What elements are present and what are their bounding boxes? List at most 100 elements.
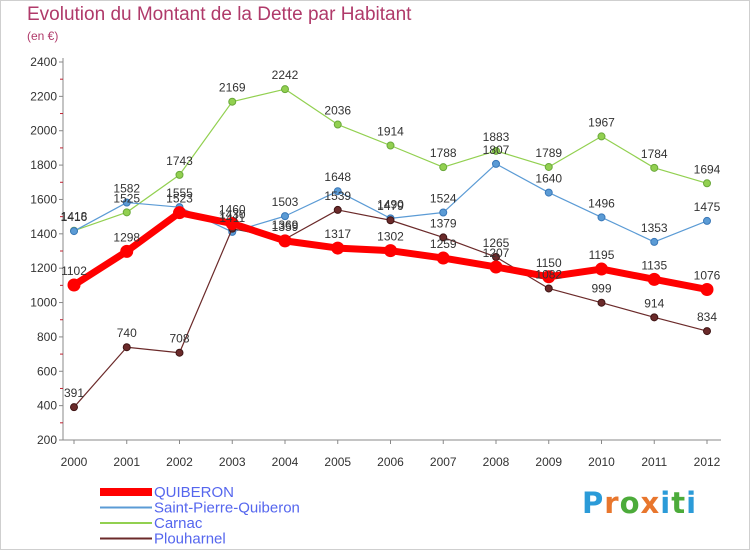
data-point-plouharnel [544,284,553,293]
x-tick-label: 2000 [61,455,88,469]
data-point-saint-pierre-quiberon [439,208,448,217]
data-label-quiberon: 1359 [272,220,299,234]
data-label-carnac: 1525 [113,191,140,205]
data-label-carnac: 2242 [272,68,299,82]
x-tick-label: 2003 [219,455,246,469]
data-label-plouharnel: 391 [64,386,84,400]
data-label-carnac: 1914 [377,125,404,139]
data-label-saint-pierre-quiberon: 1353 [641,221,668,235]
data-point-carnac [175,170,184,179]
legend-label-saint-pierre-quiberon: Saint-Pierre-Quiberon [154,500,300,517]
data-label-plouharnel: 1369 [272,218,299,232]
data-point-carnac [492,146,500,155]
legend: QUIBERONSaint-Pierre-QuiberonCarnacPlouh… [100,484,300,548]
y-tick-label: 2400 [30,55,57,69]
data-label-quiberon: 1207 [483,246,510,260]
data-point-quiberon [647,272,661,286]
legend-label-quiberon: QUIBERON [154,484,234,501]
data-point-plouharnel [175,348,184,357]
y-tick-label: 2200 [30,89,57,103]
data-label-saint-pierre-quiberon: 1640 [535,172,562,186]
data-label-carnac: 1743 [166,154,193,168]
data-label-quiberon: 1298 [113,230,140,244]
data-point-carnac [228,97,237,106]
data-label-plouharnel: 1265 [483,236,510,250]
data-point-carnac [386,141,395,150]
chart-title: Evolution du Montant de la Dette par Hab… [27,4,412,25]
x-tick-label: 2010 [588,455,615,469]
y-tick-label: 1400 [30,227,57,241]
data-label-carnac: 1789 [535,146,562,160]
data-label-saint-pierre-quiberon: 1416 [61,210,88,224]
chart-subtitle: (en €) [27,29,59,43]
data-label-saint-pierre-quiberon: 1555 [166,186,193,200]
data-label-carnac: 2036 [324,104,351,118]
data-point-quiberon [120,244,134,258]
series-layer [67,85,714,412]
data-label-saint-pierre-quiberon: 1524 [430,192,457,206]
data-label-saint-pierre-quiberon: 1496 [588,196,615,210]
data-point-quiberon [489,260,503,274]
data-point-plouharnel [386,216,395,225]
legend-label-plouharnel: Plouharnel [154,531,226,548]
x-tick-label: 2006 [377,455,404,469]
data-label-carnac: 1784 [641,147,668,161]
data-point-carnac [597,132,606,141]
data-point-saint-pierre-quiberon [281,212,289,221]
y-tick-label: 600 [37,364,57,378]
data-point-quiberon [595,262,608,276]
data-label-plouharnel: 999 [591,282,611,296]
data-label-quiberon: 1317 [324,227,351,241]
data-label-plouharnel: 708 [169,332,189,346]
data-label-plouharnel: 914 [644,296,664,310]
data-point-quiberon [173,206,186,220]
data-label-quiberon: 1102 [61,264,87,278]
data-label-saint-pierre-quiberon: 1490 [377,197,404,211]
y-tick-label: 1200 [30,261,57,275]
data-point-saint-pierre-quiberon [333,187,342,196]
data-point-quiberon [700,282,714,296]
x-tick-label: 2008 [483,455,510,469]
data-label-carnac: 1418 [61,210,88,224]
data-label-plouharnel: 1379 [430,216,457,230]
data-point-plouharnel [122,343,131,352]
x-tick-label: 2004 [272,455,299,469]
data-point-quiberon [384,244,397,258]
data-label-quiberon: 1460 [219,203,246,217]
y-tick-label: 1800 [30,158,57,172]
data-point-saint-pierre-quiberon [492,159,500,168]
data-point-quiberon [225,217,239,231]
data-label-quiberon: 1076 [694,268,721,282]
y-tick-label: 1000 [30,296,57,310]
axes: 200 400 600 800 1000 1200 1400 1600 1800 2000 2200… [30,55,721,469]
x-tick-label: 2001 [113,455,140,469]
y-tick-label: 400 [37,399,57,413]
data-label-saint-pierre-quiberon: 1503 [272,195,299,209]
data-label-plouharnel: 1082 [535,267,562,281]
y-tick-label: 1600 [30,192,57,206]
data-point-carnac [703,179,711,188]
data-point-plouharnel [597,298,606,307]
data-point-quiberon [331,241,345,255]
data-point-carnac [122,208,131,217]
data-label-plouharnel: 834 [697,310,717,324]
data-label-saint-pierre-quiberon: 1475 [694,200,721,214]
data-point-plouharnel [703,327,711,336]
data-label-saint-pierre-quiberon: 1582 [113,182,140,196]
data-point-carnac [333,120,342,129]
data-point-plouharnel [333,205,342,214]
data-label-plouharnel: 1430 [219,208,246,222]
data-label-quiberon: 1302 [377,230,404,244]
data-labels: 1418 1525 1743 2169 2242 2036 1914 1788 1883 1789… [61,68,721,400]
data-label-quiberon: 1259 [430,237,457,251]
x-tick-label: 2002 [166,455,193,469]
data-point-plouharnel [650,313,659,322]
data-point-carnac [650,163,659,172]
data-label-plouharnel: 1539 [324,189,351,203]
data-label-saint-pierre-quiberon: 1807 [483,143,510,157]
data-label-carnac: 2169 [219,81,246,95]
data-label-carnac: 1967 [588,115,615,129]
proxiti-logo: Proxiti [582,486,698,520]
x-tick-label: 2005 [324,455,351,469]
